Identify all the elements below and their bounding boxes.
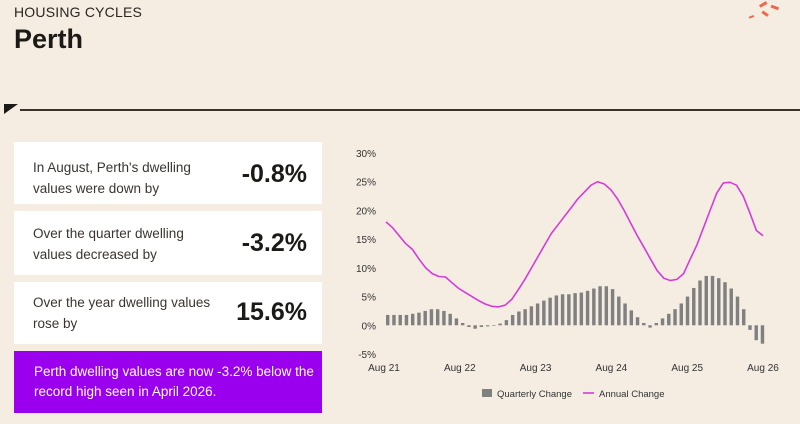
quarterly-change-bar: [660, 318, 665, 326]
quarterly-change-bar: [673, 309, 677, 326]
stat-value: -0.8%: [241, 160, 307, 188]
stat-card-quarterly: Over the quarter dwelling values decreas…: [14, 211, 322, 275]
quarterly-change-bar: [467, 325, 471, 328]
legend-label-annual: Annual Change: [599, 389, 665, 400]
quarterly-change-bar: [492, 325, 496, 326]
quarterly-change-bar: [504, 320, 509, 326]
annual-change-line: [385, 180, 764, 308]
quarterly-change-bar: [610, 289, 615, 326]
quarterly-change-bar: [723, 282, 727, 326]
quarterly-change-bar: [517, 311, 521, 326]
housing-cycle-chart: -5% 0% 5% 10% 15% 20% 25% 30% Aug 21 Aug 22 Aug 23…: [356, 149, 779, 400]
x-tick-label: Aug 25: [671, 363, 703, 374]
quarterly-change-bar: [523, 309, 527, 326]
quarterly-change-bar: [598, 286, 602, 326]
stat-text: Over the year dwelling values rose by: [33, 295, 211, 331]
legend-swatch-quarterly: [482, 389, 492, 397]
quarterly-change-bar: [417, 312, 421, 326]
quarterly-change-bar: [423, 310, 427, 326]
y-tick-label: 5%: [362, 293, 377, 304]
quarterly-change-bar: [435, 309, 440, 326]
quarterly-change-bar: [742, 309, 746, 326]
y-tick-label: 0%: [362, 321, 377, 332]
legend-label-quarterly: Quarterly Change: [497, 389, 572, 400]
quarterly-change-bar: [717, 278, 721, 326]
quarterly-change-bar: [498, 323, 502, 326]
x-tick-label: Aug 22: [444, 363, 476, 374]
quarterly-change-bar: [479, 325, 484, 328]
quarterly-change-bar: [548, 297, 552, 326]
stat-card-monthly: In August, Perth's dwelling values were …: [14, 142, 322, 204]
stat-value: 15.6%: [236, 298, 307, 326]
quarterly-change-bar: [485, 325, 490, 327]
quarterly-change-bar: [754, 325, 758, 341]
quarterly-change-bar: [604, 286, 609, 326]
quarterly-change-bar: [448, 313, 452, 326]
quarterly-change-bar: [648, 325, 652, 328]
decorative-dashes-icon: [748, 1, 780, 19]
quarterly-change-bar: [542, 300, 546, 326]
quarterly-change-bar: [454, 318, 459, 326]
quarterly-change-bar: [386, 314, 390, 326]
quarterly-change-bar: [460, 322, 465, 326]
quarterly-change-bar: [617, 296, 621, 326]
quarterly-change-bar: [735, 296, 740, 326]
quarterly-change-bar: [535, 303, 540, 326]
quarterly-change-bar: [579, 292, 584, 326]
y-tick-label: 15%: [356, 235, 376, 246]
quarterly-change-bar: [392, 314, 396, 326]
quarterly-change-bar: [685, 296, 690, 326]
quarterly-change-bar: [567, 294, 571, 326]
quarterly-change-bar: [710, 275, 715, 326]
quarterly-change-bar: [654, 322, 659, 326]
quarterly-change-bar: [404, 314, 409, 326]
quarterly-change-bar: [642, 322, 646, 326]
quarterly-change-bar: [442, 310, 446, 326]
x-tick-label: Aug 26: [747, 363, 779, 374]
stat-text: In August, Perth's dwelling values were …: [33, 160, 191, 196]
quarterly-change-bar: [592, 288, 596, 326]
quarterly-change-bar: [635, 317, 640, 326]
x-tick-label: Aug 21: [368, 363, 400, 374]
quarterly-change-bar: [554, 295, 559, 326]
quarterly-change-bar: [573, 293, 577, 326]
quarterly-change-bar: [698, 280, 702, 326]
y-tick-label: 25%: [356, 178, 376, 189]
x-tick-label: Aug 23: [520, 363, 552, 374]
quarterly-change-bar: [429, 309, 434, 326]
note-text: Perth dwelling values are now -3.2% belo…: [34, 364, 314, 399]
record-high-note: Perth dwelling values are now -3.2% belo…: [14, 351, 322, 413]
y-tick-label: 10%: [356, 264, 376, 275]
quarterly-change-bar: [679, 303, 683, 326]
quarterly-change-bar: [473, 325, 477, 329]
header-divider: [20, 109, 800, 111]
quarterly-change-bar: [529, 306, 534, 326]
quarterly-change-bar: [748, 325, 752, 330]
x-tick-label: Aug 24: [596, 363, 628, 374]
y-tick-label: 20%: [356, 206, 376, 217]
quarterly-change-bar: [398, 314, 402, 326]
page-title: Perth: [14, 24, 84, 54]
stat-text: Over the quarter dwelling values decreas…: [33, 226, 184, 262]
quarterly-change-bar: [585, 290, 590, 326]
quarterly-change-bar: [410, 313, 415, 326]
quarterly-change-bar: [623, 303, 627, 326]
divider-arrow: [4, 104, 18, 114]
stat-value: -3.2%: [241, 229, 307, 257]
quarterly-change-bar: [629, 310, 634, 326]
y-tick-label: 30%: [356, 149, 376, 160]
y-tick-label: -5%: [358, 350, 376, 361]
chart-legend: Quarterly Change Annual Change: [482, 389, 665, 400]
quarterly-change-bar: [729, 288, 733, 326]
quarterly-change-bar: [667, 313, 671, 326]
quarterly-change-bar: [510, 314, 515, 326]
quarterly-change-bar: [560, 294, 565, 326]
quarterly-change-bar: [760, 325, 765, 344]
quarterly-change-bar: [704, 275, 708, 326]
quarterly-change-bar: [692, 287, 696, 326]
stat-card-annual: Over the year dwelling values rose by 15…: [14, 282, 322, 344]
eyebrow-label: HOUSING CYCLES: [14, 4, 143, 20]
